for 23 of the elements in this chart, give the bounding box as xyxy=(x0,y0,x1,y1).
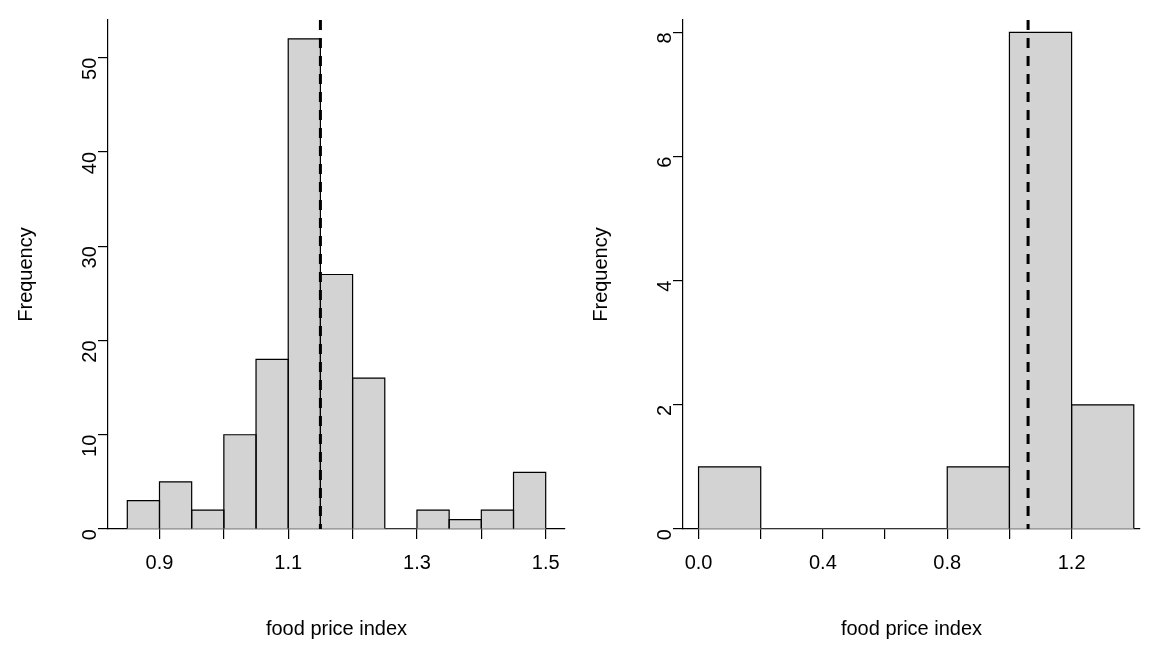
x-tick-label: 1.2 xyxy=(1057,550,1086,573)
y-tick-label: 0 xyxy=(77,529,100,541)
x-axis-title: food price index xyxy=(265,616,408,639)
x-tick-label: 1.3 xyxy=(403,550,431,573)
x-tick-label: 1.5 xyxy=(531,550,560,573)
y-axis-title: Frequency xyxy=(13,227,36,322)
y-tick-label: 8 xyxy=(652,32,675,44)
y-tick-label: 0 xyxy=(652,529,675,541)
y-tick-label: 6 xyxy=(652,156,675,168)
x-tick-label: 0.0 xyxy=(684,550,713,573)
y-tick-label: 20 xyxy=(77,340,100,363)
x-tick-label: 0.9 xyxy=(145,550,174,573)
x-axis-title: food price index xyxy=(840,616,983,639)
y-tick-label: 4 xyxy=(652,280,675,292)
x-tick-label: 1.1 xyxy=(274,550,303,573)
x-tick-label: 0.8 xyxy=(933,550,962,573)
y-tick-label: 40 xyxy=(77,151,100,175)
y-tick-label: 10 xyxy=(77,434,100,457)
x-tick-label: 0.4 xyxy=(808,550,837,573)
y-axis-title: Frequency xyxy=(588,227,611,322)
y-tick-label: 50 xyxy=(77,57,100,80)
y-tick-label: 2 xyxy=(652,404,675,416)
y-tick-label: 30 xyxy=(77,246,100,269)
